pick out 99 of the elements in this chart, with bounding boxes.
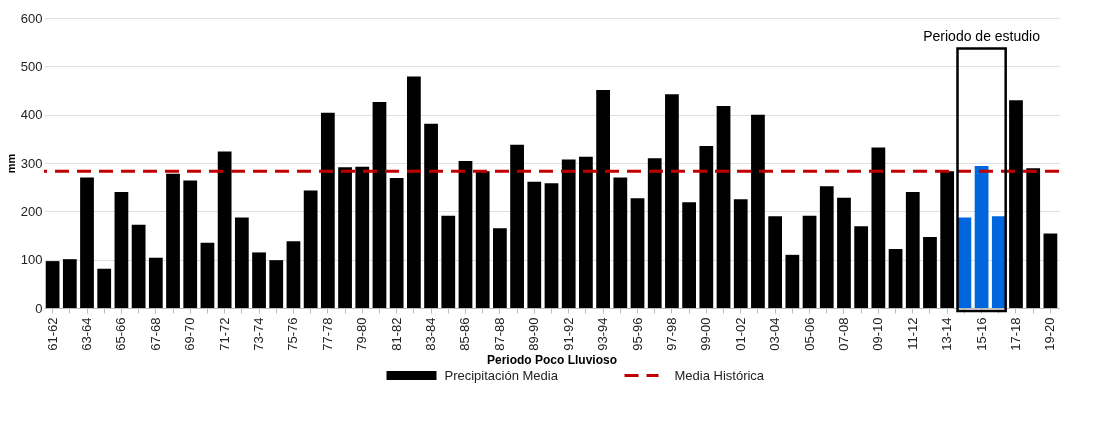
bar [630,198,645,308]
x-tick-label: 11-12 [904,317,920,350]
x-tick-label: 05-06 [801,317,817,351]
bar [596,90,610,308]
bar [166,173,180,308]
bar [441,215,456,308]
bar [1043,233,1058,308]
bar [303,190,318,308]
bar [493,228,507,308]
x-tick-label: 97-98 [663,317,679,351]
x-tick-label: 73-74 [251,317,267,351]
x-tick-label: 01-02 [732,317,748,351]
bar [802,215,817,308]
x-tick-label: 79-80 [354,317,370,351]
bar [80,177,94,308]
bar [940,171,955,308]
bar [458,161,473,308]
x-tick-label: 67-68 [147,317,163,351]
annotation: Periodo de estudio [923,28,1041,45]
bar [561,159,576,308]
bar [372,102,387,308]
bar [613,177,628,308]
x-tick-label: 81-82 [388,317,404,351]
bar [837,197,851,308]
x-tick-label: 89-90 [526,317,542,351]
x-tick-label: 83-84 [423,317,439,351]
bar [286,241,301,308]
bar [183,180,198,308]
bar [733,199,748,308]
bar [871,147,886,308]
y-tick-label: 400 [20,107,43,123]
bar [148,257,163,308]
x-axis-title: Periodo Poco Lluvioso [486,352,618,367]
x-tick-label: 87-88 [491,317,507,351]
bar [923,236,937,308]
bar [905,192,920,308]
bar [269,260,284,308]
y-tick-label: 100 [20,252,43,268]
bar [768,216,783,308]
x-tick-label: 03-04 [767,317,783,351]
y-axis-title: mm [4,153,17,174]
bar [389,177,404,308]
bar [510,144,524,308]
x-tick-label: 85-86 [457,317,473,351]
x-tick-label: 95-96 [629,317,645,351]
bar [320,112,335,308]
bar [819,186,834,308]
bar [579,156,593,308]
bar [527,181,542,308]
x-tick-label: 63-64 [79,317,95,351]
x-tick-label: 17-18 [1007,317,1023,351]
bar [355,166,370,308]
x-tick-label: 07-08 [835,317,851,351]
bar [1026,168,1041,308]
bar [200,242,215,308]
bar [131,224,146,308]
legend-label: Media Histórica [674,367,765,383]
bar [234,217,249,308]
y-tick-label: 200 [20,203,43,219]
x-tick-label: 61-62 [44,317,60,351]
bar [854,226,869,308]
bar [114,192,129,308]
bar [716,105,731,308]
legend-label: Precipitación Media [444,367,559,383]
x-tick-label: 91-92 [560,317,576,351]
bar [97,268,112,308]
bar [888,249,903,308]
bar [217,151,232,308]
bar [974,165,989,308]
x-tick-label: 13-14 [939,317,955,351]
bar [544,183,559,308]
y-tick-label: 0 [35,300,43,316]
bar [45,261,60,308]
x-tick-label: 93-94 [595,317,611,351]
bar [252,252,266,308]
x-tick-label: 71-72 [216,317,232,351]
x-tick-label: 75-76 [285,317,301,351]
x-tick-label: 19-20 [1042,317,1058,351]
x-tick-label: 69-70 [182,317,198,351]
y-tick-label: 500 [20,58,43,74]
bar [751,114,765,308]
x-tick-label: 99-00 [698,317,714,351]
y-tick-label: 300 [20,155,43,171]
bar [338,167,352,308]
bar [647,158,662,308]
bar [475,171,490,308]
bar [785,254,800,308]
bar [424,123,438,308]
bar [406,76,421,308]
bar [62,259,77,308]
x-tick-label: 15-16 [973,317,989,351]
x-tick-label: 77-78 [319,317,335,351]
bar [682,202,697,308]
y-tick-label: 600 [20,10,43,26]
bar [699,146,714,308]
bar [665,94,679,308]
x-tick-label: 09-10 [870,317,886,351]
bar [1009,100,1023,308]
x-tick-label: 65-66 [113,317,129,351]
